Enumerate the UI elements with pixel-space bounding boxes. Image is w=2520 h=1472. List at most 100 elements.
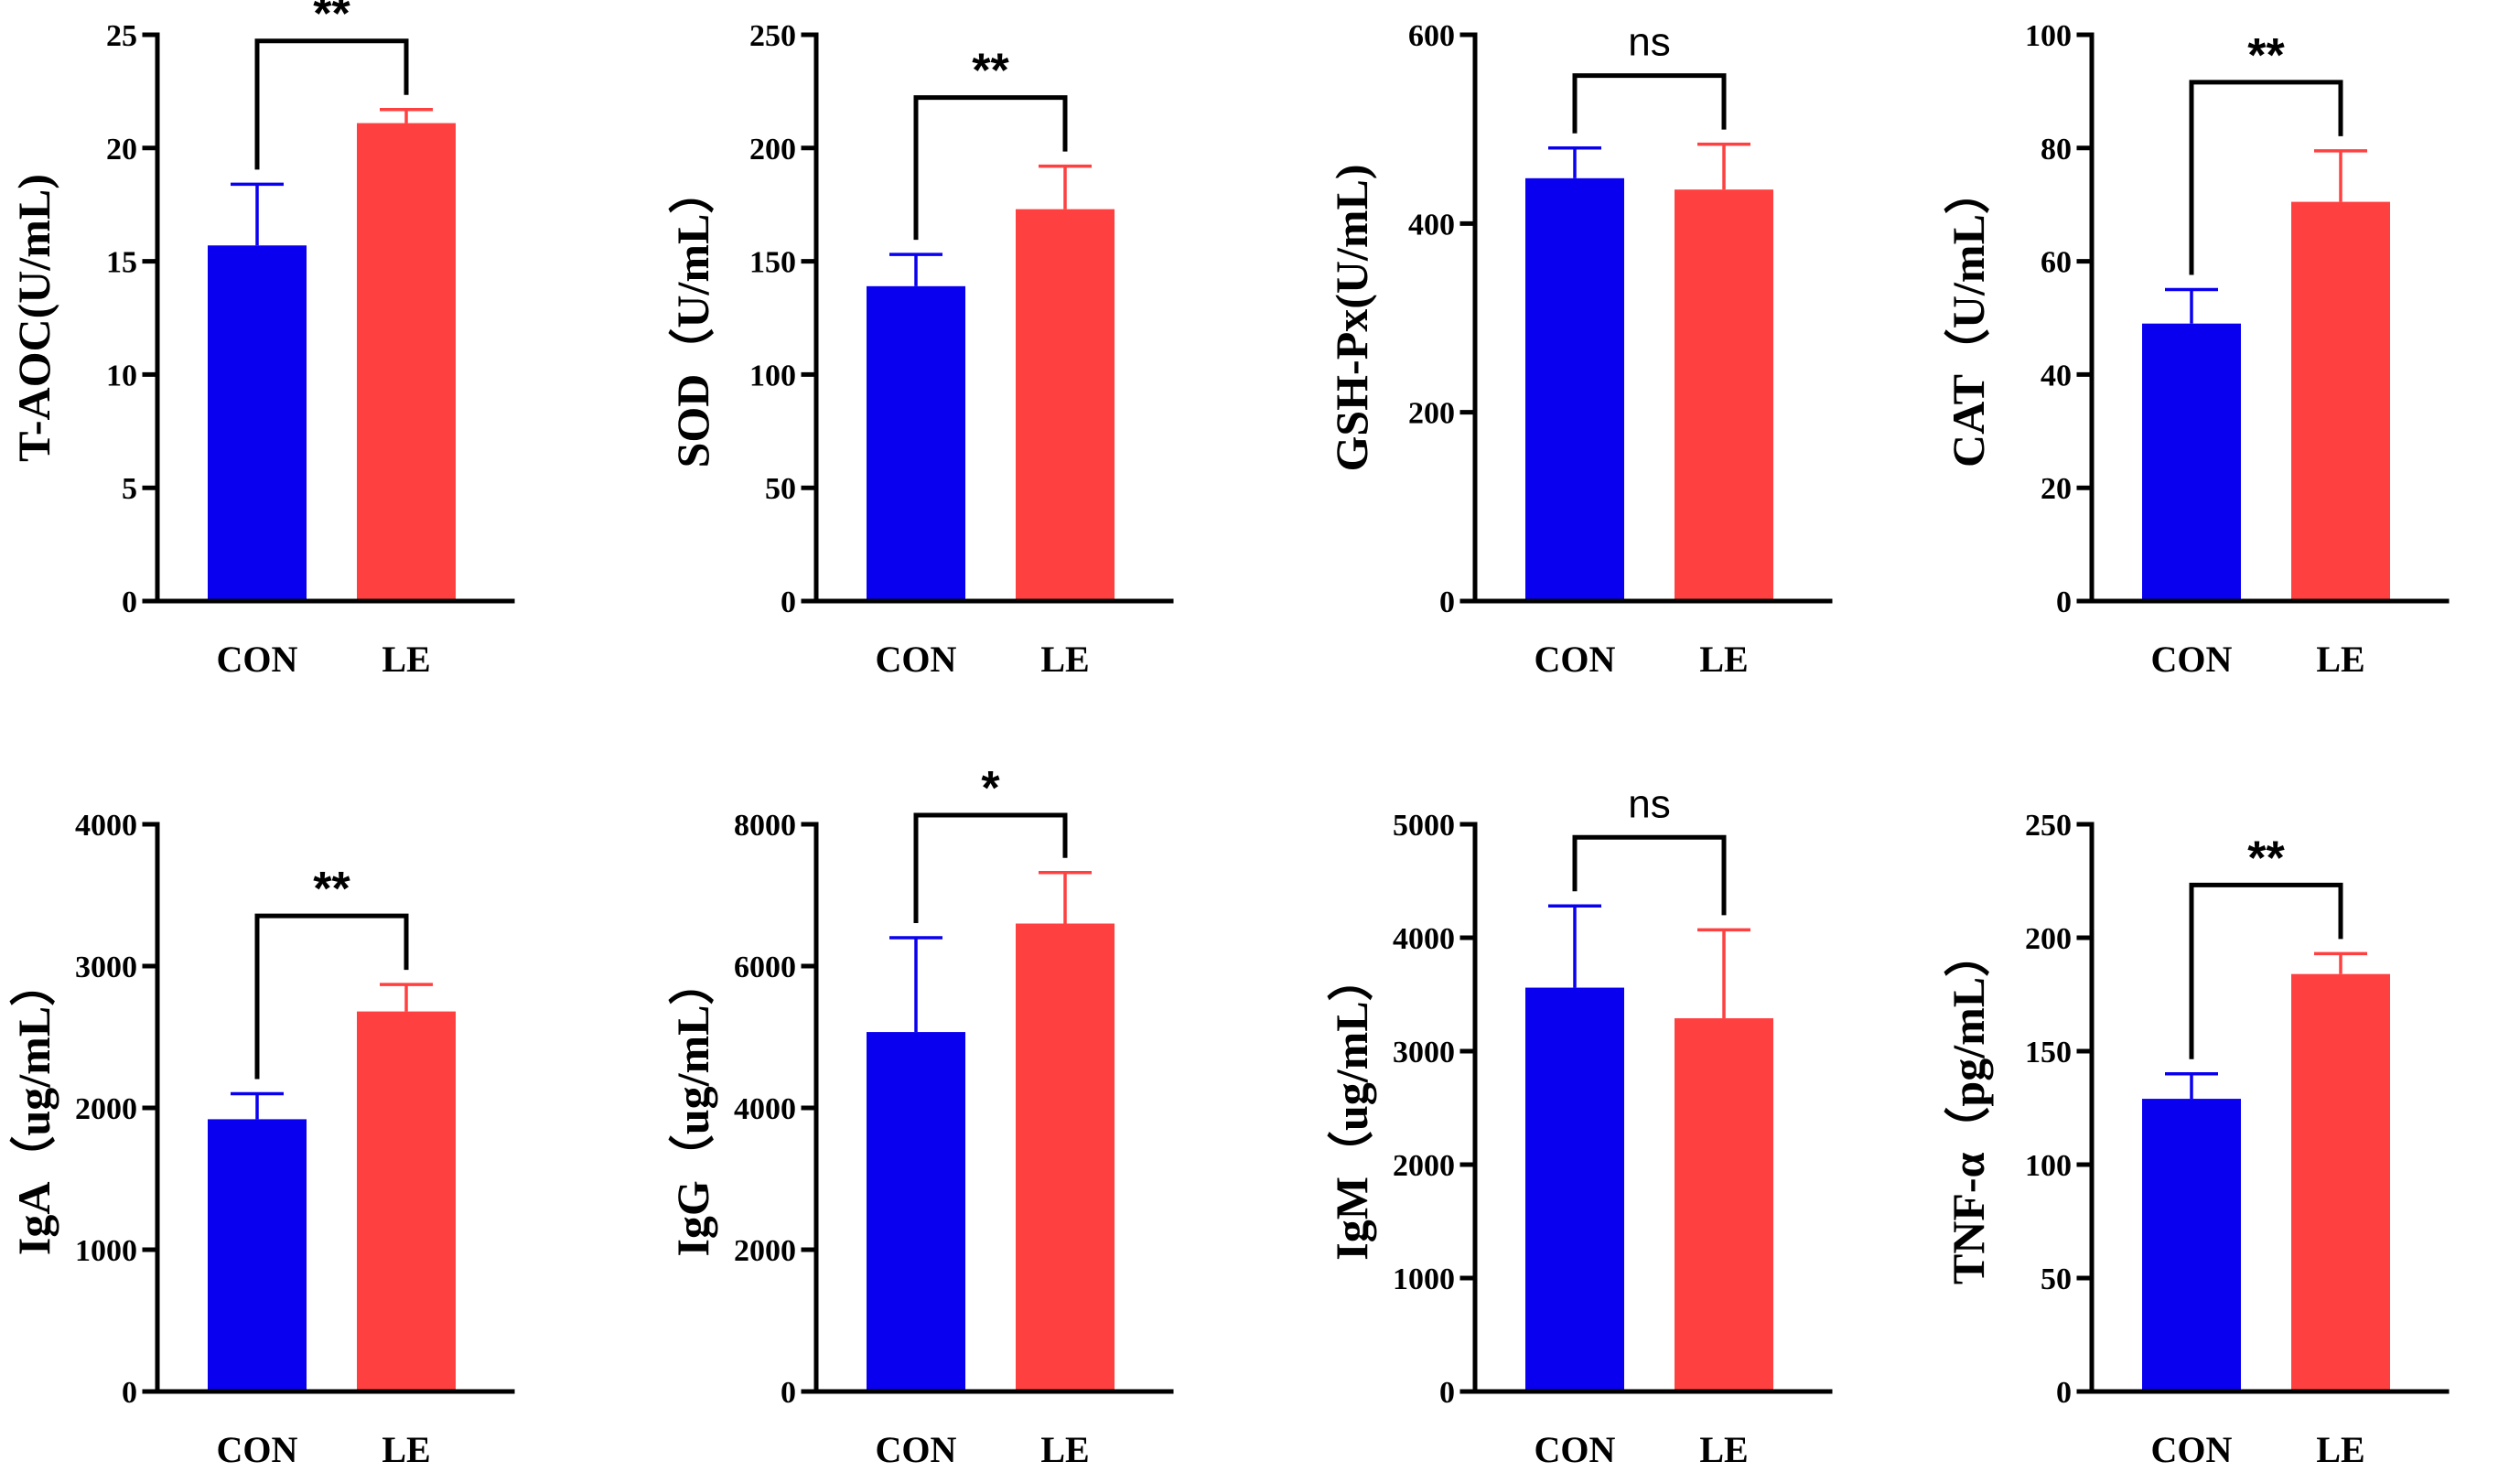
y-tick-label: 4000 <box>1393 922 1455 956</box>
x-tick-label-le: LE <box>2316 1429 2364 1470</box>
y-tick-label: 0 <box>781 1376 796 1410</box>
y-tick-label: 150 <box>2025 1036 2072 1069</box>
y-axis-title: IgM（ug/mL） <box>1326 955 1377 1260</box>
error-bar-con <box>231 1091 284 1120</box>
bar-le <box>357 123 456 602</box>
error-bar-con <box>889 936 942 1033</box>
y-tick-label: 600 <box>1408 19 1455 53</box>
significance-label: ** <box>972 45 1009 98</box>
y-tick-label: 50 <box>2041 1262 2072 1296</box>
y-tick-label: 6000 <box>734 951 796 984</box>
y-tick-label: 100 <box>2025 19 2072 53</box>
y-tick-label: 0 <box>122 586 137 619</box>
bar-le <box>1016 209 1115 602</box>
y-tick-label: 2000 <box>1393 1149 1455 1183</box>
error-bar-con <box>231 182 284 246</box>
y-axis-title: T-AOC(U/mL) <box>8 174 59 462</box>
x-tick-label-con: CON <box>876 639 957 680</box>
error-bar-le <box>380 983 433 1012</box>
chart-panel-2: CON LE 0 50 100 150 200 250 SOD（U/mL） ** <box>667 19 1174 680</box>
bar-le <box>2291 973 2390 1391</box>
chart-panel-5: CON LE 0 1000 2000 3000 4000 IgA（ug/mL） ** <box>8 809 515 1470</box>
y-tick-label: 10 <box>106 359 137 392</box>
significance-bracket <box>1572 834 1727 916</box>
y-tick-label: 100 <box>2025 1149 2072 1183</box>
bar-le <box>1675 1018 1773 1391</box>
error-bar-con <box>889 252 942 286</box>
significance-label: * <box>981 762 1000 815</box>
y-tick-label: 20 <box>106 133 137 167</box>
significance-bracket <box>913 95 1068 241</box>
significance-label: ns <box>1628 20 1670 65</box>
y-axis-title: CAT（U/mL） <box>1943 168 1994 467</box>
significance-bracket <box>2189 80 2343 275</box>
y-tick-label: 2000 <box>75 1092 137 1126</box>
error-bar-le <box>1697 142 1750 190</box>
bar-con <box>867 285 965 601</box>
bar-con <box>1525 177 1624 601</box>
y-tick-label: 20 <box>2041 472 2072 506</box>
y-tick-label: 80 <box>2041 133 2072 167</box>
y-tick-label: 0 <box>2056 1376 2072 1410</box>
significance-label: ** <box>2247 832 2285 885</box>
y-tick-label: 25 <box>106 19 137 53</box>
y-tick-label: 50 <box>765 472 796 506</box>
y-tick-label: 1000 <box>1393 1262 1455 1296</box>
chart-panel-1: CON LE 0 5 10 15 20 25 T-AOC(U/mL) ** <box>8 0 515 680</box>
bar-le <box>2291 201 2390 602</box>
y-tick-label: 15 <box>106 246 137 280</box>
y-tick-label: 0 <box>122 1376 137 1410</box>
y-axis-title: TNF-α（pg/mL） <box>1943 931 1994 1284</box>
error-bar-con <box>2165 1072 2218 1100</box>
significance-bracket <box>913 812 1068 923</box>
y-tick-label: 4000 <box>734 1092 796 1126</box>
y-tick-label: 0 <box>1439 1376 1455 1410</box>
bar-con <box>1525 987 1624 1391</box>
x-tick-label-le: LE <box>382 1429 430 1470</box>
significance-bracket <box>2189 882 2343 1059</box>
significance-bracket <box>1572 73 1727 134</box>
bar-con <box>208 245 307 601</box>
error-bar-con <box>2165 287 2218 324</box>
bar-le <box>1675 189 1773 601</box>
y-tick-label: 5000 <box>1393 809 1455 843</box>
x-tick-label-le: LE <box>1699 639 1748 680</box>
x-tick-label-le: LE <box>2316 639 2364 680</box>
chart-panel-8: CON LE 0 50 100 150 200 250 TNF-α（pg/mL） ** <box>1943 809 2450 1470</box>
significance-label: ** <box>313 863 350 916</box>
y-tick-label: 4000 <box>75 809 137 843</box>
bar-con <box>2142 1099 2241 1391</box>
y-tick-label: 0 <box>2056 586 2072 619</box>
error-bar-le <box>380 107 433 124</box>
x-tick-label-con: CON <box>1535 639 1616 680</box>
error-bar-le <box>2314 951 2367 974</box>
x-tick-label-le: LE <box>382 639 430 680</box>
y-tick-label: 0 <box>1439 586 1455 619</box>
y-tick-label: 150 <box>749 246 796 280</box>
y-axis-title: IgG（ug/mL） <box>667 959 718 1256</box>
x-tick-label-con: CON <box>217 639 298 680</box>
bar-le <box>357 1011 456 1391</box>
bar-con <box>867 1032 965 1391</box>
x-tick-label-con: CON <box>217 1429 298 1470</box>
error-bar-con <box>1548 146 1601 178</box>
y-axis-title: SOD（U/mL） <box>667 168 718 468</box>
y-tick-label: 3000 <box>1393 1036 1455 1069</box>
y-axis-title: IgA（ug/mL） <box>8 961 59 1255</box>
y-tick-label: 40 <box>2041 359 2072 392</box>
significance-bracket <box>254 38 409 170</box>
chart-panel-3: CON LE 0 200 400 600 GSH-Px(U/mL) ns <box>1326 19 1833 680</box>
y-tick-label: 250 <box>2025 809 2072 843</box>
y-tick-label: 3000 <box>75 951 137 984</box>
y-tick-label: 60 <box>2041 246 2072 280</box>
y-axis-title: GSH-Px(U/mL) <box>1326 164 1377 471</box>
y-tick-label: 2000 <box>734 1234 796 1268</box>
bar-le <box>1016 923 1115 1391</box>
chart-panel-4: CON LE 0 20 40 60 80 100 CAT（U/mL） ** <box>1943 19 2450 680</box>
x-tick-label-con: CON <box>2151 1429 2233 1470</box>
error-bar-le <box>1039 164 1092 210</box>
x-tick-label-le: LE <box>1699 1429 1748 1470</box>
bar-con <box>2142 323 2241 601</box>
error-bar-le <box>1039 870 1092 924</box>
